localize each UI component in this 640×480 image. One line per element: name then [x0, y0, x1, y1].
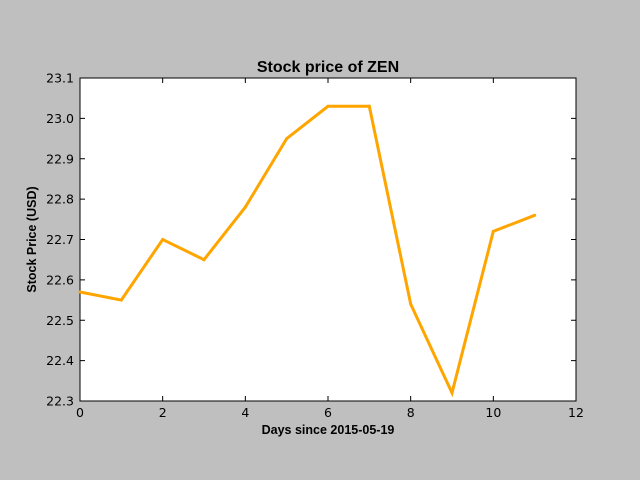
chart-title: Stock price of ZEN: [257, 59, 399, 76]
x-axis-label: Days since 2015-05-19: [262, 423, 395, 437]
x-tick-label: 4: [241, 405, 249, 420]
data-point: [533, 213, 537, 217]
x-tick-label: 6: [324, 405, 332, 420]
data-point: [367, 104, 371, 108]
x-tick-label: 2: [159, 405, 167, 420]
y-tick-label: 22.8: [46, 192, 74, 207]
y-tick-label: 22.3: [46, 394, 74, 409]
y-tick-label: 22.9: [46, 151, 74, 166]
data-point: [161, 238, 165, 241]
data-point: [326, 104, 330, 108]
data-point: [78, 290, 82, 294]
x-tick-label: 12: [568, 405, 584, 420]
series-layer: [78, 104, 537, 398]
y-tick-label: 22.4: [46, 353, 74, 368]
y-tick-label: 22.6: [46, 272, 74, 287]
y-axis-label: Stock Price (USD): [25, 186, 39, 292]
y-tick-label: 22.7: [46, 232, 74, 247]
data-point: [450, 391, 454, 395]
data-point: [119, 298, 123, 302]
data-point: [243, 205, 247, 209]
x-tick-label: 0: [76, 405, 84, 420]
data-point: [409, 302, 413, 306]
price-line: [79, 104, 536, 398]
plot-area: [79, 77, 577, 402]
axis-ticks: 0 2 4 6 8 10 12 22.3 22.4 22.5 22.6 22.7 22.8 22.9 23.…: [46, 71, 584, 421]
data-point: [285, 137, 289, 141]
x-tick-label: 8: [407, 405, 415, 420]
x-tick-label: 10: [485, 405, 501, 420]
data-point: [202, 258, 206, 262]
y-tick-label: 23.1: [46, 71, 74, 86]
y-tick-label: 22.5: [46, 313, 74, 328]
y-tick-label: 23.0: [46, 111, 74, 126]
data-point: [491, 229, 495, 233]
